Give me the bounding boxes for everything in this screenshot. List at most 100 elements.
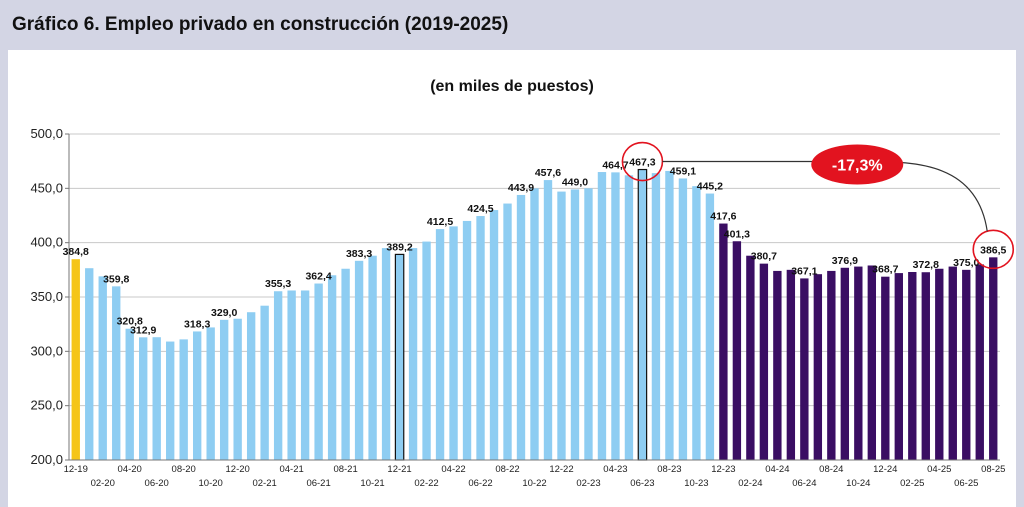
x-tick-label: 12-22 — [549, 464, 573, 475]
bar — [597, 172, 607, 461]
x-tick-label: 06-25 — [954, 478, 978, 489]
x-tick-label: 10-24 — [846, 478, 870, 489]
x-tick-label: 08-25 — [981, 464, 1005, 475]
bar — [637, 168, 648, 461]
bar — [773, 270, 782, 460]
data-label: 417,6 — [710, 211, 736, 223]
x-tick-label: 08-22 — [495, 464, 519, 475]
bar — [112, 286, 121, 460]
bar — [219, 319, 229, 460]
data-label: 457,6 — [535, 167, 561, 179]
x-tick-label: 02-24 — [738, 478, 762, 489]
bar — [624, 175, 634, 460]
bar — [98, 276, 107, 460]
bar — [665, 170, 674, 461]
bar — [827, 270, 836, 460]
bar — [503, 203, 512, 460]
x-axis: 12-1902-2004-2006-2008-2010-2012-2002-21… — [64, 459, 1005, 489]
x-tick-label: 04-25 — [927, 464, 951, 475]
bar — [759, 263, 769, 460]
bar — [152, 337, 161, 460]
bar — [678, 178, 688, 460]
y-tick-label: 400,0 — [30, 235, 63, 250]
bar — [894, 273, 903, 460]
bar — [341, 268, 350, 460]
x-tick-label: 10-22 — [522, 478, 546, 489]
x-tick-label: 06-22 — [468, 478, 492, 489]
bar — [422, 241, 431, 460]
x-tick-label: 08-24 — [819, 464, 843, 475]
x-tick-label: 02-22 — [414, 478, 438, 489]
x-tick-label: 10-23 — [684, 478, 708, 489]
x-tick-label: 06-24 — [792, 478, 816, 489]
data-label: 368,7 — [872, 264, 898, 276]
bar — [719, 223, 728, 460]
x-tick-label: 12-21 — [387, 464, 411, 475]
data-label: 386,5 — [980, 244, 1006, 256]
bar — [394, 253, 405, 461]
bar — [489, 210, 499, 460]
bar — [570, 189, 580, 461]
bar — [921, 272, 930, 460]
bar — [85, 268, 94, 460]
bar — [408, 248, 418, 460]
bar — [854, 266, 863, 460]
x-tick-label: 02-21 — [252, 478, 276, 489]
data-label: 320,8 — [117, 316, 143, 328]
bar — [705, 193, 715, 461]
bar — [651, 173, 661, 460]
data-label: 312,9 — [130, 324, 156, 336]
x-tick-label: 06-20 — [145, 478, 169, 489]
bar — [449, 226, 458, 460]
highlight-circle — [972, 229, 1015, 270]
y-tick-label: 450,0 — [30, 180, 63, 195]
x-tick-label: 02-25 — [900, 478, 924, 489]
data-label: 412,5 — [427, 216, 453, 228]
bar — [179, 339, 188, 460]
x-tick-label: 04-23 — [603, 464, 627, 475]
annotation: -17,3% — [621, 141, 1015, 270]
bar — [273, 291, 283, 460]
bar — [975, 264, 984, 460]
bar — [233, 318, 242, 460]
data-label: 380,7 — [751, 251, 777, 263]
y-tick-label: 250,0 — [30, 398, 63, 413]
bar — [692, 186, 701, 460]
bar — [948, 266, 957, 460]
bar — [786, 269, 796, 460]
data-label: 384,8 — [63, 246, 89, 258]
data-label: 467,3 — [629, 157, 655, 169]
data-label: 355,3 — [265, 278, 291, 290]
chart-title: Gráfico 6. Empleo privado en construcció… — [12, 14, 509, 35]
data-label: 449,0 — [562, 176, 588, 188]
bar — [287, 290, 296, 460]
x-tick-label: 08-23 — [657, 464, 681, 475]
title-bar: Gráfico 6. Empleo privado en construcció… — [0, 0, 1024, 50]
bar — [206, 327, 215, 460]
data-label: 318,3 — [184, 318, 210, 330]
data-label: 443,9 — [508, 182, 534, 194]
bar — [611, 172, 620, 461]
bars — [71, 168, 998, 461]
bar — [746, 255, 755, 460]
bar — [368, 255, 377, 460]
bar — [300, 290, 310, 460]
y-tick-label: 500,0 — [30, 126, 63, 141]
bar — [354, 260, 364, 460]
bar — [260, 305, 269, 460]
data-label: 359,8 — [103, 273, 129, 285]
bar — [166, 341, 175, 460]
bar — [800, 278, 809, 460]
y-tick-label: 350,0 — [30, 289, 63, 304]
bar — [989, 257, 998, 460]
bar — [962, 269, 971, 460]
bar — [840, 267, 850, 460]
bar — [139, 337, 148, 460]
bar — [530, 188, 539, 461]
y-tick-label: 300,0 — [30, 343, 63, 358]
bar — [381, 248, 391, 460]
bar — [462, 220, 472, 460]
bar — [246, 312, 256, 460]
data-label: 424,5 — [467, 203, 493, 215]
